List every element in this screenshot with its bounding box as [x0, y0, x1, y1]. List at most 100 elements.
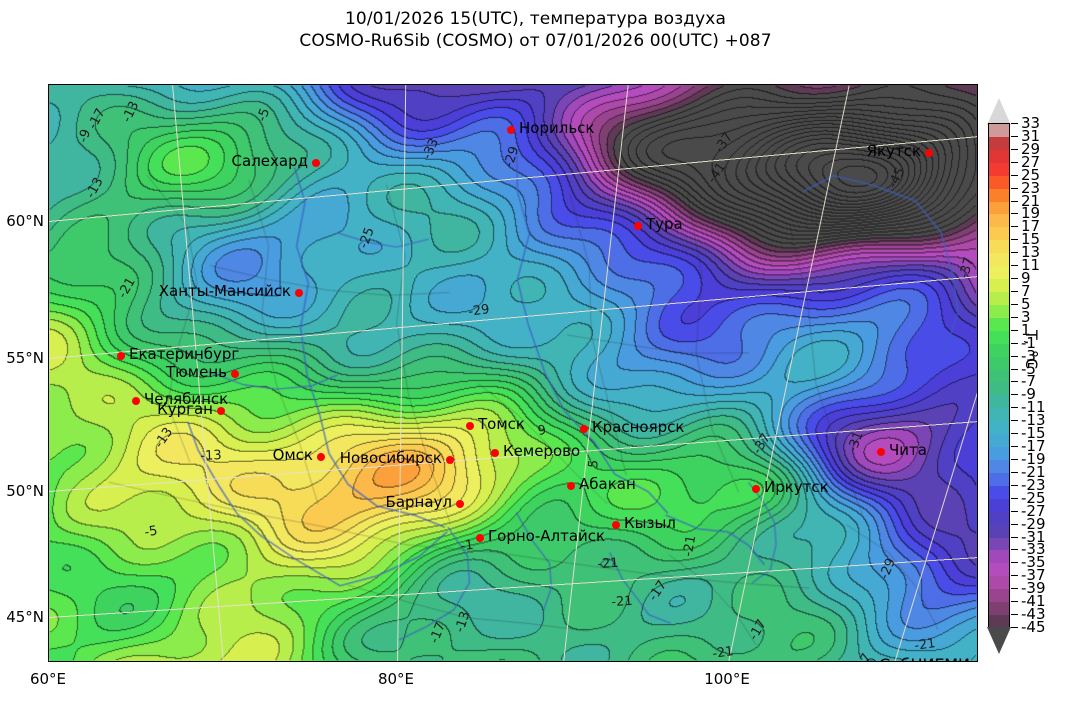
city-dot-icon	[217, 407, 225, 415]
colorbar-tick-label: -5	[1021, 359, 1036, 378]
colorbar-under-arrow	[987, 627, 1011, 654]
colorbar-tick-label: -39	[1021, 579, 1046, 598]
colorbar-segment	[989, 136, 1009, 150]
city-dot-icon	[877, 448, 885, 456]
colorbar-segment	[989, 124, 1009, 137]
colorbar-segment	[989, 266, 1009, 280]
colorbar-segment	[989, 317, 1009, 331]
colorbar-segment	[989, 589, 1009, 603]
colorbar-tick-label: 1	[1021, 320, 1031, 339]
colorbar-tick	[1011, 549, 1018, 551]
colorbar-segment	[989, 459, 1009, 473]
colorbar-tick	[1011, 446, 1018, 448]
colorbar-segment	[989, 356, 1009, 370]
colorbar-tick-label: 13	[1021, 243, 1041, 262]
colorbar-tick-label: -31	[1021, 527, 1046, 546]
colorbar-tick	[1011, 342, 1018, 344]
colorbar-tick	[1011, 161, 1018, 163]
city-dot-icon	[491, 449, 499, 457]
page-title: 10/01/2026 15(UTC), температура воздуха …	[0, 8, 1071, 52]
colorbar-tick-label: -19	[1021, 450, 1046, 468]
city-label: Ханты-Мансийск	[158, 282, 291, 300]
city-label: Томск	[478, 415, 525, 433]
colorbar-tick	[1011, 601, 1018, 603]
colorbar-segment	[989, 304, 1009, 318]
colorbar-tick	[1011, 329, 1018, 331]
watermark: ©СибНИГМИ	[863, 655, 970, 661]
colorbar-tick	[1011, 265, 1018, 267]
colorbar-tick-label: -37	[1021, 566, 1046, 585]
colorbar-tick-label: 15	[1021, 230, 1041, 249]
colorbar-tick	[1011, 252, 1018, 254]
colorbar-tick-label: -3	[1021, 346, 1036, 365]
city-dot-icon	[925, 149, 933, 157]
colorbar-tick-label: -29	[1021, 514, 1046, 533]
colorbar-segment	[989, 240, 1009, 254]
city-dot-icon	[634, 222, 642, 230]
latitude-tick-label: 60°N	[6, 212, 44, 230]
latitude-tick-label: 50°N	[6, 482, 44, 500]
colorbar-tick-label: -21	[1021, 462, 1046, 481]
city-label: Кемерово	[503, 442, 581, 460]
colorbar-tick-label: -15	[1021, 424, 1046, 443]
colorbar-tick	[1011, 135, 1018, 137]
colorbar-tick	[1011, 291, 1018, 292]
colorbar-tick	[1011, 394, 1018, 396]
city-dot-icon	[231, 370, 239, 378]
city-label: Курган	[157, 400, 213, 418]
colorbar-tick-label: 25	[1021, 165, 1041, 184]
colorbar-tick-label: -27	[1021, 501, 1046, 520]
colorbar-tick	[1011, 627, 1018, 628]
temperature-map[interactable]: -17 -13 -9 -5 -13 -25 -21 -33 -29 -29 -37 -41 -45 -37…	[48, 84, 978, 662]
colorbar-segment	[989, 563, 1009, 577]
colorbar-tick-label: -7	[1021, 372, 1036, 391]
colorbar-tick-label: 11	[1021, 256, 1041, 275]
colorbar-tick-label: -9	[1021, 385, 1036, 404]
city-dot-icon	[456, 500, 464, 508]
colorbar-tick	[1011, 523, 1018, 525]
colorbar-segment	[989, 408, 1009, 422]
latitude-tick-label: 45°N	[6, 608, 44, 626]
city-dot-icon	[752, 485, 760, 493]
colorbar-tick	[1011, 123, 1018, 124]
city-label: Омск	[272, 446, 313, 464]
colorbar-segment	[989, 149, 1009, 163]
city-label: Чита	[889, 441, 927, 459]
longitude-tick-label: 100°E	[704, 670, 750, 688]
colorbar-tick	[1011, 213, 1018, 215]
city-dot-icon	[476, 534, 484, 542]
colorbar-tick	[1011, 588, 1018, 590]
colorbar-segment	[989, 291, 1009, 305]
city-label: Кызыл	[624, 514, 676, 532]
colorbar-segment	[989, 188, 1009, 202]
colorbar-segment	[989, 343, 1009, 357]
colorbar-tick-label: -17	[1021, 437, 1046, 456]
colorbar-tick-label: -11	[1021, 398, 1046, 417]
colorbar-over-arrow	[987, 98, 1011, 125]
colorbar-segment	[989, 472, 1009, 486]
colorbar-tick	[1011, 510, 1018, 512]
colorbar-tick	[1011, 303, 1018, 305]
colorbar-tick-label: -45	[1021, 618, 1046, 636]
colorbar-tick-label: 23	[1021, 178, 1041, 197]
colorbar-segment	[989, 279, 1009, 292]
city-dot-icon	[507, 126, 515, 134]
colorbar-tick	[1011, 459, 1018, 460]
colorbar-gradient	[988, 123, 1010, 629]
colorbar-tick-label: 5	[1021, 294, 1031, 313]
colorbar-tick	[1011, 562, 1018, 564]
city-label: Иркутск	[764, 478, 829, 496]
colorbar-tick	[1011, 420, 1018, 422]
colorbar-segment	[989, 395, 1009, 409]
city-label: Салехард	[231, 152, 308, 170]
title-line-1: 10/01/2026 15(UTC), температура воздуха	[345, 9, 726, 29]
colorbar-tick	[1011, 148, 1018, 150]
city-dot-icon	[295, 289, 303, 297]
colorbar-segment	[989, 253, 1009, 267]
city-label: Тура	[646, 215, 683, 233]
colorbar-segment	[989, 369, 1009, 383]
colorbar-tick-label: -43	[1021, 605, 1046, 624]
colorbar-segment	[989, 615, 1009, 628]
city-label: Екатеринбург	[129, 345, 240, 363]
city-dot-icon	[312, 159, 320, 167]
